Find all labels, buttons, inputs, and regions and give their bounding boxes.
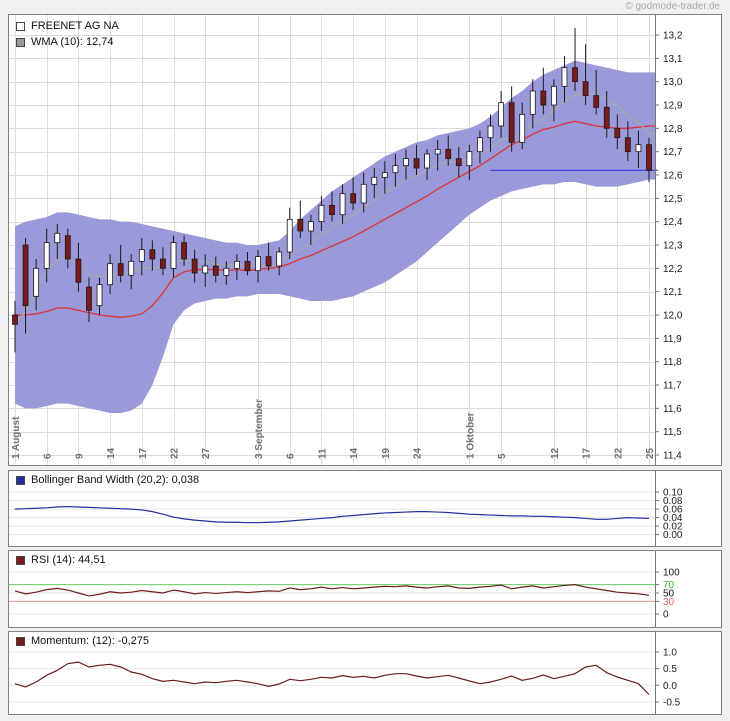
svg-text:1 August: 1 August	[11, 416, 22, 459]
svg-text:30: 30	[663, 597, 675, 608]
svg-text:6: 6	[286, 453, 297, 459]
svg-text:0.08: 0.08	[663, 496, 683, 507]
bbw-chart: 0.100.080.060.040.020.00	[9, 471, 683, 546]
bbw-swatch	[16, 475, 25, 485]
svg-text:0.02: 0.02	[663, 522, 683, 533]
svg-text:0.10: 0.10	[663, 488, 683, 499]
svg-text:11,6: 11,6	[663, 404, 682, 415]
bbw-header: Bollinger Band Width (20,2): 0,038	[16, 474, 199, 486]
bollinger-width-panel: Bollinger Band Width (20,2): 0,038 0.10 0…	[8, 470, 722, 547]
svg-text:9: 9	[74, 453, 85, 459]
svg-text:12,5: 12,5	[663, 194, 683, 205]
svg-text:50: 50	[663, 589, 675, 600]
svg-text:11,5: 11,5	[663, 427, 682, 438]
candles-layer	[12, 28, 652, 353]
svg-text:12,8: 12,8	[663, 124, 683, 135]
svg-text:0.5: 0.5	[663, 664, 677, 675]
svg-text:11: 11	[317, 448, 328, 459]
chart-legend: FREENET AG NA WMA (10): 12,74	[16, 20, 119, 52]
svg-text:19: 19	[381, 447, 392, 459]
svg-text:11,7: 11,7	[663, 381, 682, 392]
svg-text:14: 14	[349, 447, 360, 459]
instrument-swatch	[16, 21, 25, 31]
svg-text:13,0: 13,0	[663, 77, 683, 88]
svg-text:22: 22	[613, 447, 624, 459]
momentum-title: Momentum: (12): -0,275	[31, 635, 149, 647]
svg-text:13,2: 13,2	[663, 31, 683, 42]
bbw-title: Bollinger Band Width (20,2): 0,038	[31, 474, 200, 486]
svg-text:3 September: 3 September	[254, 399, 265, 459]
momentum-swatch	[16, 636, 25, 646]
wma-label: WMA (10): 12,74	[31, 36, 114, 48]
momentum-header: Momentum: (12): -0,275	[16, 635, 149, 647]
svg-text:22: 22	[170, 447, 181, 459]
rsi-header: RSI (14): 44,51	[16, 554, 106, 566]
legend-item-wma: WMA (10): 12,74	[16, 36, 119, 48]
price-chart-panel: 13,2 13,1 13,0 12,9 12,8 12,7 12,6 12,5 12,4 12,3…	[8, 14, 722, 466]
svg-text:100: 100	[663, 568, 680, 579]
svg-text:14: 14	[106, 447, 117, 459]
svg-text:0.06: 0.06	[663, 505, 683, 516]
rsi-title: RSI (14): 44,51	[31, 554, 106, 566]
svg-text:12: 12	[550, 447, 561, 459]
svg-text:5: 5	[497, 453, 508, 459]
svg-text:0.00: 0.00	[663, 530, 683, 541]
momentum-chart: 1.0 0.5 0.0 -0.5	[9, 632, 681, 714]
momentum-panel: Momentum: (12): -0,275 1.0 0.5 0.0 -0.5	[8, 631, 722, 715]
svg-text:24: 24	[413, 447, 424, 459]
svg-text:17: 17	[138, 447, 149, 459]
rsi-swatch	[16, 555, 25, 565]
instrument-name: FREENET AG NA	[31, 20, 119, 32]
svg-text:12,6: 12,6	[663, 171, 683, 182]
svg-text:6: 6	[43, 453, 54, 459]
svg-text:12,4: 12,4	[663, 217, 683, 228]
svg-text:1 Oktober: 1 Oktober	[465, 412, 476, 459]
svg-text:12,2: 12,2	[663, 264, 683, 275]
indicator-line	[14, 584, 650, 597]
svg-text:11,8: 11,8	[663, 357, 682, 368]
svg-text:12,0: 12,0	[663, 311, 683, 322]
indicator-line	[14, 661, 650, 695]
svg-text:17: 17	[582, 447, 593, 459]
svg-text:11,9: 11,9	[663, 334, 682, 345]
svg-text:0.0: 0.0	[663, 681, 677, 692]
site-watermark: © godmode-trader.de	[625, 1, 720, 12]
svg-text:0: 0	[663, 609, 669, 620]
svg-text:12,1: 12,1	[663, 287, 683, 298]
legend-item-instrument: FREENET AG NA	[16, 20, 119, 32]
svg-text:12,3: 12,3	[663, 241, 683, 252]
wma-swatch	[16, 37, 25, 47]
svg-text:13,1: 13,1	[663, 54, 683, 65]
svg-text:27: 27	[201, 447, 212, 459]
svg-text:-0.5: -0.5	[663, 698, 681, 709]
bollinger-middle-line	[15, 120, 655, 318]
bollinger-band-area	[15, 60, 655, 414]
svg-text:70: 70	[663, 580, 675, 591]
svg-text:0.04: 0.04	[663, 513, 683, 524]
svg-text:11,4: 11,4	[663, 451, 682, 462]
indicator-line	[14, 505, 650, 524]
price-chart: 13,2 13,1 13,0 12,9 12,8 12,7 12,6 12,5 12,4 12,3…	[9, 15, 683, 465]
svg-text:12,9: 12,9	[663, 101, 683, 112]
svg-text:12,7: 12,7	[663, 147, 683, 158]
svg-text:25: 25	[645, 447, 656, 459]
svg-text:1.0: 1.0	[663, 648, 677, 659]
rsi-panel: RSI (14): 44,51 100 70 50 30 0	[8, 550, 722, 628]
